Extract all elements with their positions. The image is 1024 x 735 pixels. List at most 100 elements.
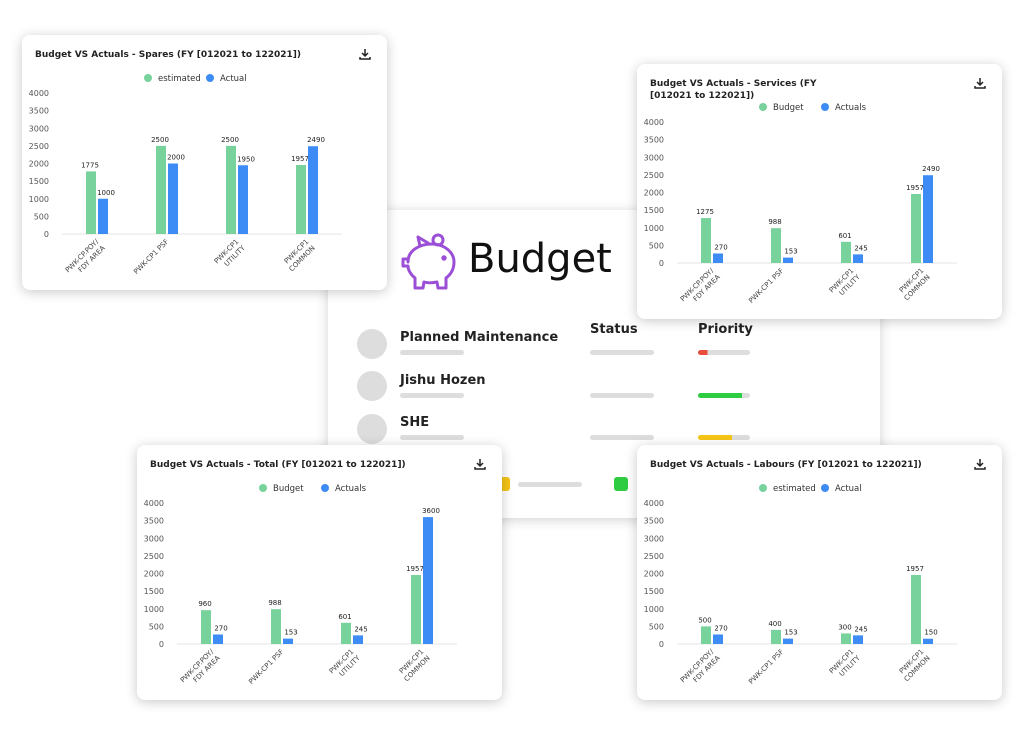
bar — [201, 610, 211, 644]
value-label: 1957 — [291, 155, 309, 163]
priority-bar — [698, 393, 750, 398]
download-icon[interactable] — [359, 48, 371, 60]
value-label: 270 — [714, 624, 727, 632]
legend-dot — [759, 484, 767, 492]
download-icon[interactable] — [974, 77, 986, 89]
chart-panel: Budget VS Actuals - Spares (FY [012021 t… — [22, 35, 387, 290]
download-glyph — [974, 459, 986, 470]
y-tick-label: 3500 — [644, 136, 664, 145]
bar — [783, 257, 793, 263]
y-tick-label: 0 — [659, 259, 664, 268]
y-tick-label: 1500 — [144, 587, 164, 596]
bar — [713, 634, 723, 644]
bar — [841, 633, 851, 644]
y-tick-label: 2500 — [644, 171, 664, 180]
y-tick-label: 4000 — [644, 118, 664, 127]
legend-label: estimated — [158, 74, 201, 84]
value-label: 1000 — [97, 189, 115, 197]
value-label: 2490 — [307, 136, 325, 144]
bar — [308, 146, 318, 234]
bar — [771, 629, 781, 644]
y-tick-label: 3500 — [29, 107, 49, 116]
y-tick-label: 0 — [44, 230, 49, 239]
legend-dot — [321, 484, 329, 492]
chart-panel: Budget VS Actuals - Services (FY [012021… — [637, 64, 1002, 319]
bar — [271, 609, 281, 644]
value-label: 150 — [924, 629, 937, 637]
priority-bar — [698, 350, 750, 355]
y-tick-label: 500 — [649, 622, 664, 631]
value-label: 245 — [354, 625, 367, 633]
chart-panel: Budget VS Actuals - Labours (FY [012021 … — [637, 445, 1002, 700]
value-label: 1775 — [81, 161, 99, 169]
legend-label: Actuals — [835, 103, 867, 113]
y-tick-label: 1000 — [29, 195, 49, 204]
bar — [701, 626, 711, 644]
card-title: Budget — [468, 236, 612, 282]
value-label: 153 — [784, 248, 797, 256]
legend-dot — [821, 484, 829, 492]
chart-title: Budget VS Actuals - Services (FY [012021… — [650, 79, 817, 101]
legend-label: Actual — [835, 484, 862, 494]
placeholder — [400, 350, 464, 355]
y-tick-label: 3000 — [644, 153, 664, 162]
placeholder — [590, 350, 654, 355]
bar — [168, 163, 178, 234]
x-tick-label: PWK-CP1COMMON — [896, 648, 932, 684]
y-tick-label: 2500 — [144, 552, 164, 561]
value-label: 960 — [198, 600, 211, 608]
legend-dot — [759, 103, 767, 111]
bar — [341, 622, 351, 644]
bar — [296, 165, 306, 234]
bar — [923, 175, 933, 263]
x-tick-line: PWK-CP1 PSF — [247, 648, 285, 686]
chart: 0 500 1000 1500 2000 2500 3000 3500 4000 estimate… — [644, 484, 957, 690]
y-tick-label: 1500 — [644, 587, 664, 596]
y-tick-label: 2000 — [644, 570, 664, 579]
y-tick-label: 1000 — [644, 605, 664, 614]
download-icon[interactable] — [474, 458, 486, 470]
bar — [98, 198, 108, 234]
download-icon[interactable] — [974, 458, 986, 470]
y-tick-label: 500 — [149, 622, 164, 631]
bar — [213, 634, 223, 644]
bar — [853, 635, 863, 644]
avatar — [357, 414, 387, 444]
y-tick-label: 1500 — [29, 177, 49, 186]
value-label: 245 — [854, 244, 867, 252]
value-label: 153 — [784, 629, 797, 637]
y-tick-label: 3500 — [644, 517, 664, 526]
x-tick-label: PWK-CP.POY/FDY AREA — [64, 237, 107, 280]
legend-label: Actual — [220, 74, 247, 84]
value-label: 988 — [768, 218, 781, 226]
bar — [783, 638, 793, 644]
chart-panel: Budget VS Actuals - Total (FY [012021 to… — [137, 445, 502, 700]
x-tick-label: PWK-CP.POY/FDY AREA — [679, 647, 722, 690]
value-label: 601 — [338, 613, 351, 621]
x-tick-label: PWK-CP1UTILITY — [328, 647, 363, 682]
chart: 0 500 1000 1500 2000 2500 3000 3500 4000 Budget Ac… — [644, 103, 957, 305]
x-tick-label: PWK-CP1UTILITY — [828, 266, 863, 301]
value-label: 500 — [698, 616, 711, 624]
y-tick-label: 1000 — [644, 224, 664, 233]
value-label: 1957 — [906, 184, 924, 192]
x-tick-label: PWK-CP1COMMON — [281, 238, 317, 274]
bar — [423, 517, 433, 644]
x-tick-line: PWK-CP1 PSF — [132, 238, 170, 276]
value-label: 2500 — [151, 136, 169, 144]
value-label: 1275 — [696, 208, 714, 216]
value-label: 2500 — [221, 136, 239, 144]
placeholder — [590, 435, 654, 440]
value-label: 2490 — [922, 165, 940, 173]
y-tick-label: 3000 — [144, 534, 164, 543]
legend-dot — [206, 74, 214, 82]
column-header: Priority — [698, 322, 753, 337]
chart-title: Budget VS Actuals - Total (FY [012021 to… — [150, 460, 406, 470]
bar — [713, 253, 723, 263]
y-tick-label: 1000 — [144, 605, 164, 614]
y-tick-label: 2000 — [144, 570, 164, 579]
legend-label: Actuals — [335, 484, 367, 494]
placeholder — [400, 435, 464, 440]
x-tick-line: PWK-CP1 PSF — [747, 267, 785, 305]
